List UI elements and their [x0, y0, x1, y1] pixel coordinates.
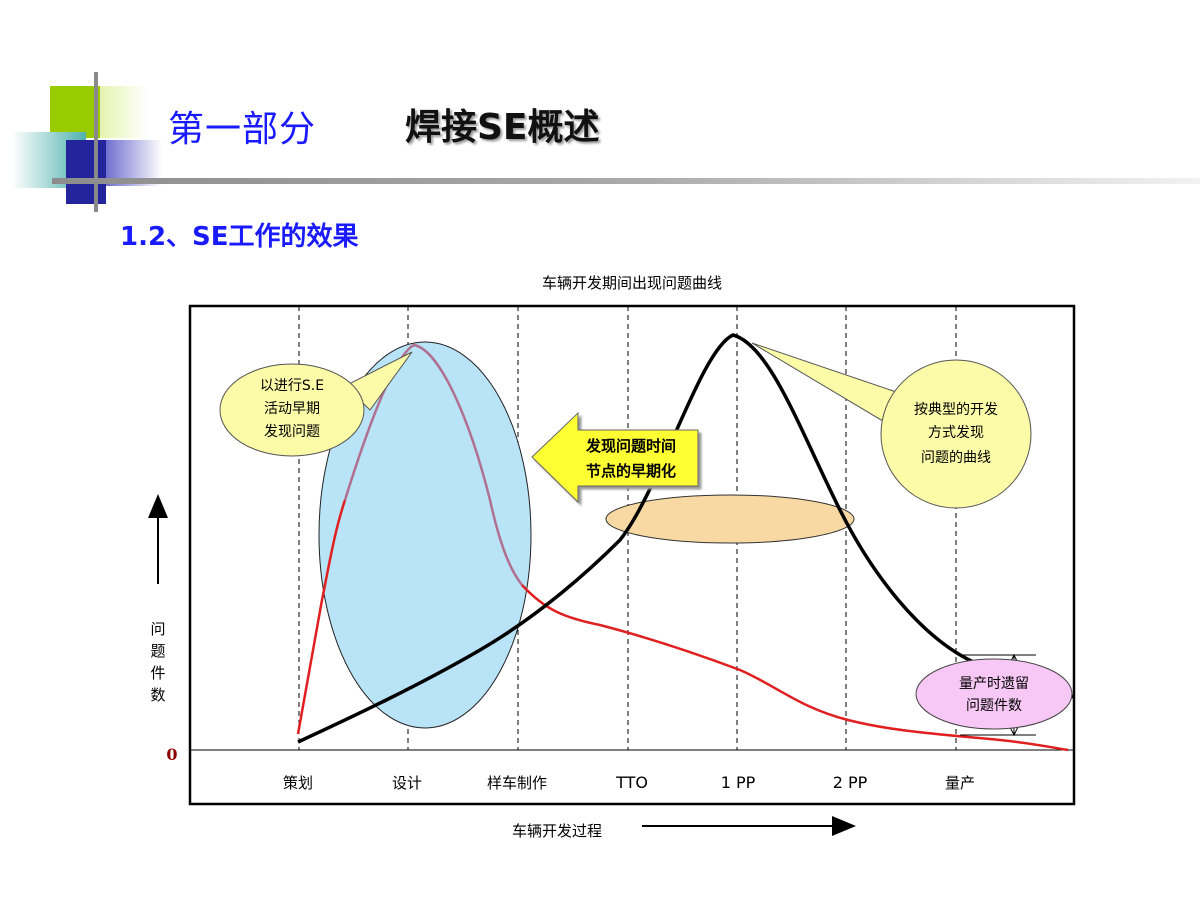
zero-label: 0: [166, 745, 177, 764]
typical-callout-line1: 按典型的开发: [914, 402, 998, 418]
typical-curve: [297, 333, 1075, 744]
stage-label: 策划: [283, 774, 313, 792]
chart-title: 车辆开发期间出现问题曲线: [542, 274, 722, 292]
residual-label-line1: 量产时遗留: [959, 676, 1029, 692]
residual-bubble: [915, 658, 1073, 730]
peak-band-ellipse: [605, 494, 855, 544]
deco-navy-square: [66, 140, 106, 204]
section-subtitle: 1.2、SE工作的效果: [120, 222, 359, 252]
deco-green-fade: [100, 86, 148, 138]
se-curve-tail: [521, 584, 1069, 752]
se-callout-bubble: [219, 363, 365, 457]
shift-arrow-line2: 节点的早期化: [586, 462, 676, 480]
y-label-char-1: 问: [150, 620, 165, 638]
main-title: 焊接SE概述: [405, 107, 600, 148]
typical-callout-bubble: [880, 359, 1032, 509]
y-label-char-3: 件: [150, 664, 165, 682]
stage-label: 2 PP: [833, 773, 868, 792]
typical-callout-line2: 方式发现: [928, 425, 984, 441]
shift-arrow-line1: 发现问题时间: [585, 437, 676, 455]
typical-callout-line3: 问题的曲线: [921, 450, 991, 466]
stage-label: 量产: [945, 774, 975, 792]
se-curve-rise: [296, 499, 347, 735]
early-detection-ellipse: [318, 341, 532, 729]
se-callout-line2: 活动早期: [264, 401, 320, 417]
se-curve-upper: [343, 343, 523, 586]
stage-label: 1 PP: [721, 773, 756, 792]
y-label-char-2: 题: [150, 642, 165, 660]
se-callout-line3: 发现问题: [264, 424, 320, 440]
deco-vertical-line: [94, 72, 98, 212]
deco-horizontal-line: [52, 178, 1200, 184]
se-callout-line1: 以进行S.E: [260, 378, 324, 394]
stage-label: 设计: [392, 774, 422, 792]
stage-label: 样车制作: [487, 774, 547, 792]
stage-label: TTO: [615, 773, 648, 792]
residual-label-line2: 问题件数: [966, 698, 1022, 714]
part-label: 第一部分: [168, 109, 317, 150]
deco-green-square: [50, 86, 100, 138]
y-label-char-4: 数: [150, 686, 165, 704]
shift-left-arrow: [531, 411, 699, 504]
x-axis-label: 车辆开发过程: [512, 822, 602, 840]
